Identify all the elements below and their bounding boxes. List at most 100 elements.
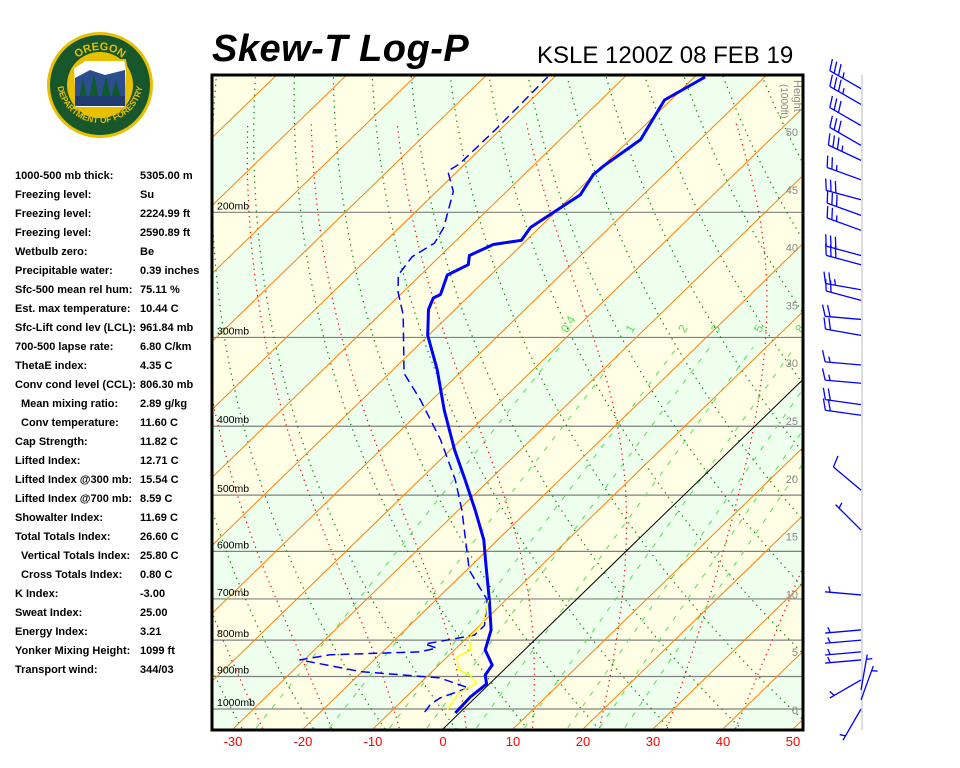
pressure-label: 300mb	[217, 325, 249, 337]
station-time-label: KSLE 1200Z 08 FEB 19	[537, 42, 794, 69]
wind-barb	[823, 317, 862, 337]
isotherm	[232, 174, 803, 729]
index-row: Showalter Index: 11.69 C	[15, 509, 215, 528]
index-row: ThetaE index: 4.35 C	[15, 357, 215, 376]
wind-barb-flag	[825, 178, 827, 191]
wind-barb	[829, 58, 862, 90]
wet-bulb-line	[446, 599, 490, 711]
wind-barb-staff	[860, 654, 868, 691]
isotherm	[652, 582, 803, 729]
moist-adiabat	[525, 123, 628, 729]
pressure-label: 600mb	[217, 539, 249, 551]
wind-barb-flag	[827, 399, 831, 412]
wind-barb-half-flag	[838, 502, 843, 509]
wind-barb	[825, 626, 862, 634]
isotherm	[213, 75, 558, 410]
index-label: Mean mixing ratio:	[21, 398, 119, 410]
index-value: 11.69 C	[140, 512, 178, 524]
wind-barb-half-flag	[828, 374, 831, 381]
x-tick-label: 20	[576, 734, 590, 749]
index-value: 10.44 C	[140, 303, 179, 315]
moist-adiabat	[396, 123, 535, 729]
height-axis-units: (1000ft)	[778, 84, 789, 118]
index-value: Su	[140, 189, 155, 201]
dry-adiabat	[213, 510, 315, 729]
wind-barb-staff	[825, 591, 862, 596]
reference-lines	[213, 28, 960, 739]
isotherm	[582, 514, 803, 729]
index-label: Yonker Mixing Height:	[15, 645, 131, 657]
wind-barb	[825, 279, 862, 301]
wind-barb	[821, 350, 862, 366]
zero-isotherm	[442, 378, 803, 729]
wind-barb	[822, 387, 862, 406]
wind-barb-flag	[829, 58, 834, 71]
index-label: Sfc-Lift cond lev (LCL):	[15, 322, 136, 334]
index-row: 1000-500 mb thick: 5305.00 m	[15, 167, 215, 186]
wind-barb-half-flag	[827, 656, 831, 663]
mixing-ratio-line	[598, 429, 803, 729]
isotherm-band	[792, 719, 803, 729]
wind-barb-flag	[831, 157, 834, 170]
index-label: Showalter Index:	[15, 512, 104, 524]
index-row: Lifted Index @700 mb: 8.59 C	[15, 490, 215, 509]
wind-barb-flag	[829, 95, 834, 108]
wind-barb-staff	[829, 107, 862, 127]
height-tick-label: 50	[786, 127, 798, 139]
index-label: Vertical Totals Index:	[21, 550, 131, 562]
x-tick-label: 10	[506, 734, 520, 749]
stability-indices-panel: 1000-500 mb thick: 5305.00 m Freezing leve…	[15, 167, 215, 680]
wind-barb	[839, 708, 862, 741]
wind-barb-flag	[829, 244, 832, 257]
index-row: Yonker Mixing Height: 1099 ft	[15, 642, 215, 661]
index-label: Transport wind:	[15, 664, 98, 676]
index-value: 806.30 mb	[140, 379, 194, 391]
wind-barb-flag	[832, 455, 839, 468]
dry-adiabat	[855, 28, 960, 739]
index-label: Freezing level:	[15, 189, 92, 201]
pressure-label: 1000mb	[217, 697, 255, 709]
wind-barb-flag	[834, 246, 837, 259]
index-row: Transport wind: 344/03	[15, 661, 215, 680]
index-label: 700-500 lapse rate:	[15, 341, 114, 353]
wind-barb	[826, 191, 862, 217]
index-value: 6.80 C/km	[140, 341, 192, 353]
wind-barb	[829, 95, 862, 127]
wind-barb-flag	[826, 206, 829, 219]
index-label: Sweat Index:	[15, 607, 83, 619]
temperature-line	[426, 75, 706, 715]
oregon-department-of-forestry-logo: OREGON DEPARTMENT OF FORESTRY	[47, 32, 153, 138]
index-value: 2.89 g/kg	[140, 398, 188, 410]
index-value: 25.00	[140, 607, 168, 619]
height-tick-label: 25	[786, 416, 798, 428]
svg-text:OREGON: OREGON	[72, 41, 127, 61]
height-tick-label: 30	[786, 358, 798, 370]
wind-barb	[860, 654, 873, 691]
index-value: 12.71 C	[140, 455, 179, 467]
wind-barb-flag	[826, 304, 831, 317]
wind-barb-staff	[829, 679, 862, 699]
wind-barb-half-flag	[841, 145, 844, 152]
index-label: Freezing level:	[15, 208, 92, 220]
index-value: 15.54 C	[140, 474, 179, 486]
wind-barb-staff	[829, 85, 862, 106]
isotherm	[213, 75, 418, 274]
isotherm-band	[213, 107, 803, 729]
mixing-ratio-line	[425, 347, 711, 729]
index-label: Conv cond level (CCL):	[15, 379, 137, 391]
index-label: Sfc-500 mean rel hum:	[15, 284, 133, 296]
wind-barb-flag	[823, 317, 827, 330]
index-value: 5305.00 m	[140, 170, 193, 182]
wind-barb-staff	[860, 665, 874, 701]
index-value: 0.39 inches	[140, 265, 200, 277]
index-row: K Index: -3.00	[15, 585, 215, 604]
wind-barb-staff	[829, 70, 862, 90]
index-row: Lifted Index: 12.71 C	[15, 452, 215, 471]
index-row: Mean mixing ratio: 2.89 g/kg	[15, 395, 215, 414]
index-row: Sfc-Lift cond lev (LCL): 961.84 mb	[15, 319, 215, 338]
height-axis-title: Height	[791, 80, 803, 112]
index-label: Lifted Index @300 mb:	[15, 474, 133, 486]
index-row: Sweat Index: 25.00	[15, 604, 215, 623]
index-row: Freezing level: 2590.89 ft	[15, 224, 215, 243]
height-tick-label: 15	[786, 532, 798, 544]
